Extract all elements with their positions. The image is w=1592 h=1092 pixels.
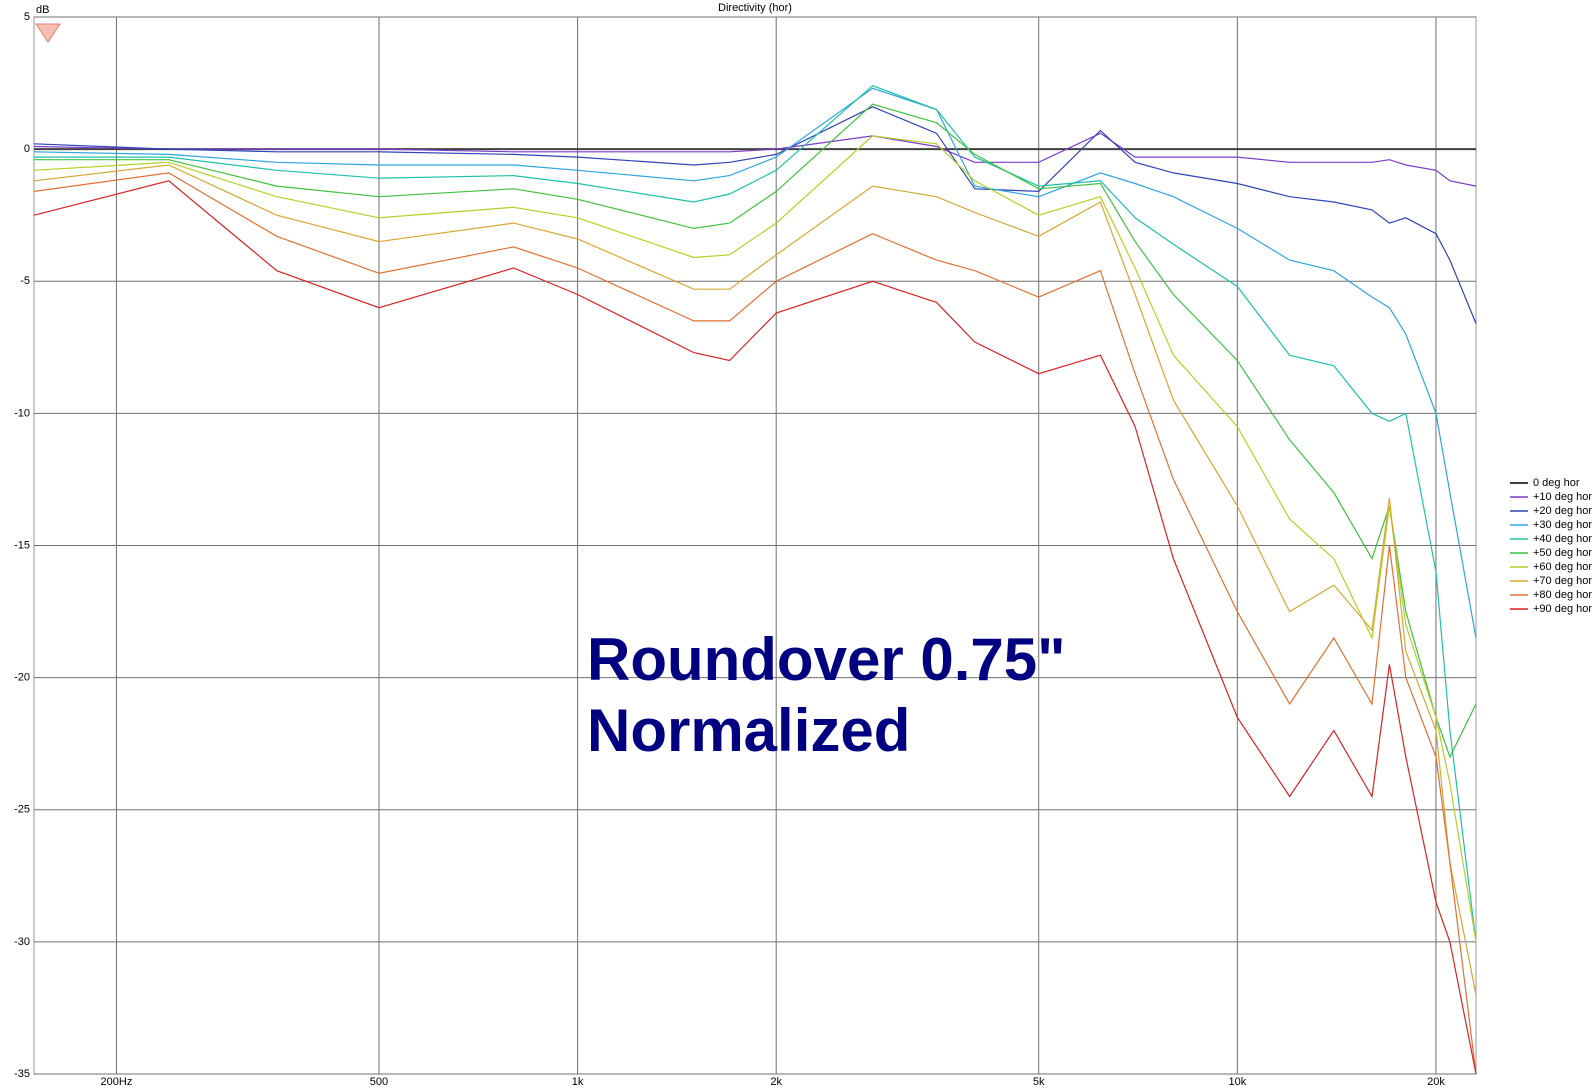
x-tick-label: 1k: [572, 1076, 584, 1087]
series-line: [34, 85, 1477, 942]
x-tick-label: 10k: [1228, 1076, 1246, 1087]
legend-label: +60 deg hor: [1533, 561, 1592, 573]
series-line: [33, 132, 1477, 187]
y-tick-label: -30: [14, 936, 30, 948]
annotation: Normalized: [587, 697, 910, 764]
legend-label: 0 deg hor: [1533, 477, 1580, 489]
y-tick-label: -10: [14, 407, 30, 419]
x-tick-label: 500: [370, 1076, 388, 1087]
legend-label: +90 deg hor: [1533, 603, 1592, 615]
legend-label: +40 deg hor: [1533, 533, 1592, 545]
legend-label: +10 deg hor: [1533, 491, 1592, 503]
y-tick-label: -25: [14, 804, 30, 816]
series-line: [33, 106, 1477, 324]
y-axis-label: dB: [36, 4, 49, 16]
annotation: Roundover 0.75": [587, 626, 1066, 693]
series-line: [33, 164, 1477, 995]
legend-label: +20 deg hor: [1533, 505, 1592, 517]
series-line: [33, 172, 1477, 1075]
series-line: [33, 180, 1477, 1075]
y-tick-label: 0: [24, 143, 30, 155]
y-tick-label: 5: [24, 11, 30, 23]
y-tick-label: -20: [14, 672, 30, 684]
legend-label: +30 deg hor: [1533, 519, 1592, 531]
legend-label: +50 deg hor: [1533, 547, 1592, 559]
legend-label: +80 deg hor: [1533, 589, 1592, 601]
series-line: [33, 135, 1477, 942]
logo: [35, 23, 61, 43]
legend-label: +70 deg hor: [1533, 575, 1592, 587]
x-tick-label: 20k: [1427, 1076, 1445, 1087]
series-line: [33, 87, 1477, 639]
x-tick-label: 200Hz: [101, 1076, 133, 1087]
y-tick-label: -15: [14, 539, 30, 551]
chart-title: Directivity (hor): [718, 2, 792, 14]
x-tick-label: 5k: [1033, 1076, 1045, 1087]
y-tick-label: -5: [20, 275, 30, 287]
y-tick-label: -35: [14, 1068, 30, 1080]
x-tick-label: 2k: [770, 1076, 782, 1087]
